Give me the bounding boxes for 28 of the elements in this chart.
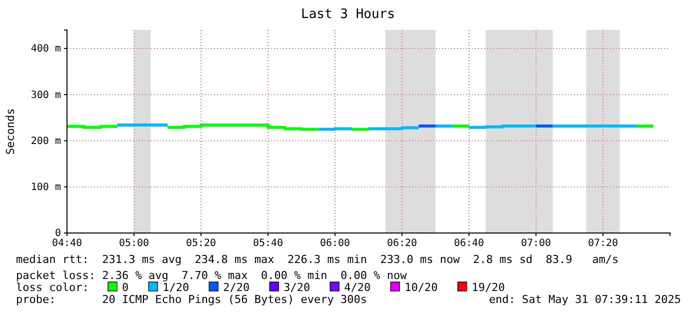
text: probe: 20 ICMP Echo Pings (56 Bytes) every 300s — [16, 293, 367, 306]
y-axis-title: Seconds — [4, 108, 17, 155]
y-tick-label: 0 — [54, 228, 61, 240]
legend-label: 0 — [122, 281, 129, 294]
legend-title: loss color: — [16, 281, 89, 294]
text: end: Sat May 31 07:39:11 2025 — [488, 293, 681, 306]
legend-label: 1/20 — [162, 281, 190, 294]
x-tick-label: 05:00 — [118, 238, 150, 250]
legend-label: 10/20 — [404, 281, 438, 294]
x-tick-label: 07:20 — [588, 238, 618, 250]
legend-label: 2/20 — [223, 281, 250, 294]
x-tick-label: 06:20 — [386, 238, 418, 250]
y-tick-label: 200 m — [30, 136, 61, 147]
x-tick-label: 04:40 — [52, 238, 82, 250]
legend-label: 4/20 — [344, 281, 371, 294]
text: median rtt: 231.3 ms avg 234.8 ms max 226.3 ms min 233.0 ms now 2.8 ms sd 83.9 am/s — [16, 253, 619, 266]
text: packet loss: 2.36 % avg 7.70 % max 0.00 % min 0.00 % now — [16, 269, 408, 282]
x-tick-label: 07:00 — [520, 238, 552, 250]
y-tick-label: 100 m — [30, 182, 61, 194]
chart-title: Last 3 Hours — [301, 7, 395, 22]
legend-label: 19/20 — [472, 281, 505, 294]
x-tick-label: 05:40 — [252, 238, 284, 250]
y-tick-label: 300 m — [30, 90, 61, 101]
legend-label: 3/20 — [284, 281, 310, 294]
x-tick-label: 06:40 — [454, 238, 484, 250]
x-tick-label: 05:20 — [186, 238, 216, 250]
y-tick-label: 400 m — [30, 44, 61, 55]
x-tick-label: 06:00 — [320, 238, 350, 250]
